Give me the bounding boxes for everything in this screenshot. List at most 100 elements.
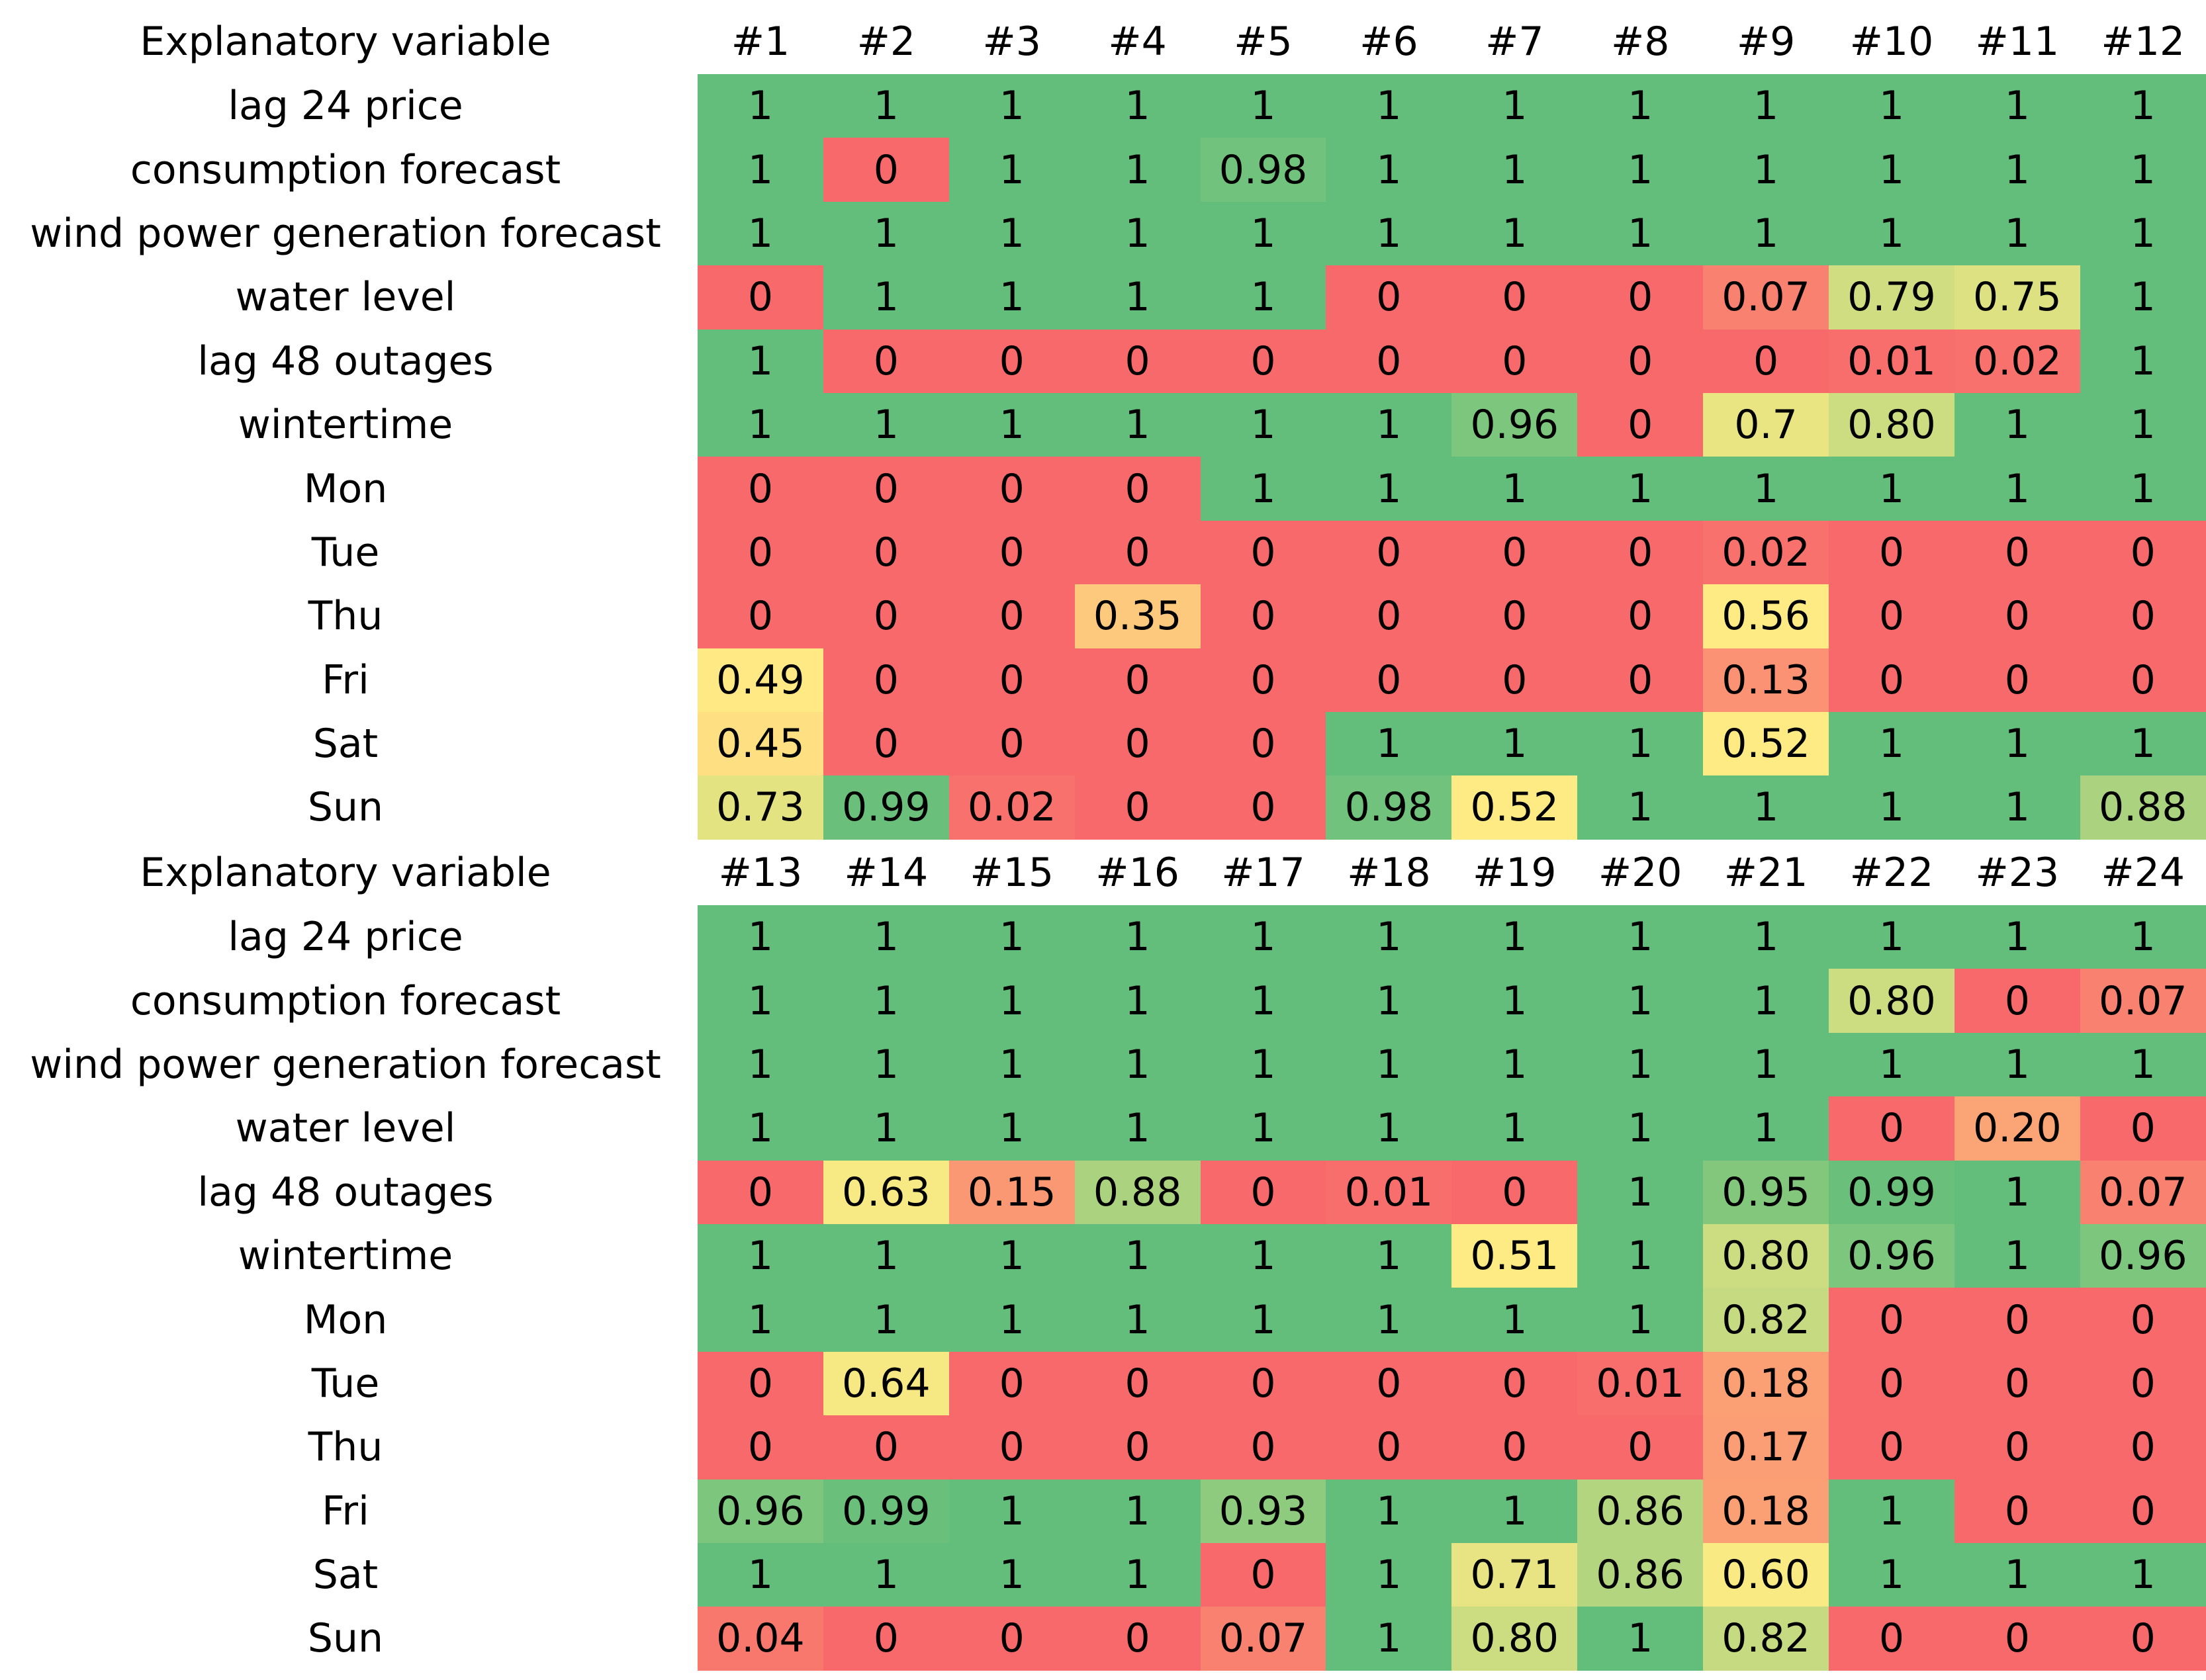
heatmap-cell: 0	[2080, 1479, 2206, 1543]
heatmap-cell: 0	[698, 265, 823, 330]
variable-row: wintertime 1 1 1 1 1 1 0.51 1 0.80 0.96 1 0.96	[0, 1223, 2206, 1288]
heatmap-cell: 1	[1954, 1160, 2080, 1224]
heatmap-cell: 0.96	[1829, 1223, 1954, 1288]
variable-row: Tue 0 0 0 0 0 0 0 0 0.02 0 0 0	[0, 520, 2206, 585]
heatmap-cell: 1	[1577, 1160, 1704, 1224]
heatmap-cell: 0.07	[2080, 969, 2206, 1033]
heatmap-cell: 0.93	[1200, 1479, 1326, 1543]
variable-row: Mon 1 1 1 1 1 1 1 1 0.82 0 0 0	[0, 1288, 2206, 1352]
heatmap-cell: 1	[1954, 201, 2080, 266]
heatmap-cell: 0	[2080, 648, 2206, 712]
hour-column-header: #16	[1095, 850, 1179, 896]
spacer	[691, 1161, 698, 1224]
variable-label: Fri	[322, 656, 369, 703]
heatmap-cell: 0.02	[1703, 520, 1829, 585]
heatmap-cell: 0	[1577, 1415, 1704, 1480]
heatmap-cell: 1	[1451, 138, 1578, 202]
heatmap-cell: 1	[1326, 74, 1452, 138]
heatmap-cell: 1	[1829, 775, 1954, 840]
heatmap-cell: 1	[2080, 138, 2206, 202]
heatmap-cell: 0.13	[1703, 648, 1829, 712]
heatmap-cell: 0	[698, 1160, 823, 1224]
heatmap-cell: 0.52	[1451, 775, 1578, 840]
heatmap-cell: 1	[1326, 1288, 1452, 1352]
heatmap-cell: 0	[1200, 520, 1326, 585]
variable-label: water level	[235, 1105, 456, 1152]
heatmap-cell: 0.75	[1954, 265, 2080, 330]
heatmap-cell: 1	[1577, 74, 1704, 138]
heatmap-cell: 1	[698, 969, 823, 1033]
spacer	[691, 1415, 698, 1479]
heatmap-cell: 0	[823, 329, 949, 393]
heatmap-cell: 1	[1074, 1223, 1201, 1288]
heatmap-cell: 0.80	[1829, 392, 1954, 457]
spacer	[691, 1352, 698, 1415]
hour-column-header: #4	[1108, 19, 1167, 65]
spacer	[691, 712, 698, 775]
heatmap-cell: 0	[1577, 648, 1704, 712]
variable-row: Tue 0 0.64 0 0 0 0 0 0.01 0.18 0 0 0	[0, 1351, 2206, 1416]
heatmap-cell: 0	[2080, 1415, 2206, 1480]
heatmap-cell: 0	[2080, 1096, 2206, 1161]
heatmap-cell: 1	[823, 265, 949, 330]
variable-label: consumption forecast	[130, 977, 561, 1024]
heatmap-cell: 1	[1326, 1223, 1452, 1288]
heatmap-cell: 1	[1577, 711, 1704, 776]
spacer	[691, 905, 698, 969]
heatmap-cell: 0.15	[948, 1160, 1075, 1224]
heatmap-cell: 1	[1577, 457, 1704, 521]
variable-label: Mon	[303, 465, 388, 512]
heatmap-cell: 1	[1954, 1223, 2080, 1288]
heatmap-cell: 1	[1200, 74, 1326, 138]
heatmap-cell: 0	[1451, 1351, 1578, 1416]
heatmap-cell: 1	[1577, 775, 1704, 840]
heatmap-cell: 1	[1703, 775, 1829, 840]
heatmap-cell: 1	[948, 1032, 1075, 1097]
spacer	[691, 648, 698, 712]
heatmap-cell: 1	[1326, 1479, 1452, 1543]
heatmap-cell: 1	[1954, 74, 2080, 138]
heatmap-cell: 1	[823, 905, 949, 969]
heatmap-cell: 0.80	[1703, 1223, 1829, 1288]
hour-column-header: #10	[1849, 19, 1934, 65]
heatmap-cell: 1	[1074, 201, 1201, 266]
heatmap-cell: 0	[1829, 1415, 1954, 1480]
spacer	[691, 9, 698, 74]
spacer	[691, 1288, 698, 1351]
heatmap-cell: 0	[823, 648, 949, 712]
hour-column-header: #5	[1234, 19, 1293, 65]
variable-row: Sun 0.73 0.99 0.02 0 0 0.98 0.52 1 1 1 1 0.88	[0, 775, 2206, 840]
heatmap-cell: 1	[948, 1479, 1075, 1543]
heatmap-cell: 1	[1954, 905, 2080, 969]
heatmap-cell: 1	[1829, 1032, 1954, 1097]
heatmap-cell: 0	[1954, 1351, 2080, 1416]
hour-column-header: #6	[1359, 19, 1418, 65]
heatmap-cell: 1	[1074, 392, 1201, 457]
heatmap-cell: 0	[823, 457, 949, 521]
heatmap-cell: 1	[1451, 1096, 1578, 1161]
heatmap-cell: 0	[698, 1351, 823, 1416]
heatmap-cell: 1	[948, 392, 1075, 457]
heatmap-cell: 1	[1829, 1479, 1954, 1543]
heatmap-cell: 0	[1200, 1415, 1326, 1480]
row-header-label: Explanatory variable	[140, 850, 551, 896]
variable-row: lag 48 outages 0 0.63 0.15 0.88 0 0.01 0 1 0.95 0.…	[0, 1160, 2206, 1224]
heatmap-cell: 1	[1326, 1032, 1452, 1097]
hour-column-header: #11	[1975, 19, 2060, 65]
heatmap-cell: 0	[823, 584, 949, 648]
heatmap-cell: 0	[1074, 1351, 1201, 1416]
heatmap-cell: 0	[1326, 329, 1452, 393]
heatmap-cell: 1	[948, 1096, 1075, 1161]
variable-label: water level	[235, 274, 456, 321]
variable-label: Sun	[307, 784, 384, 831]
variable-row: water level 1 1 1 1 1 1 1 1 1 0 0.20 0	[0, 1096, 2206, 1161]
heatmap-cell: 0	[1326, 1351, 1452, 1416]
hour-column-header: #14	[844, 850, 929, 896]
heatmap-cell: 1	[698, 1096, 823, 1161]
hour-column-header: #12	[2101, 19, 2185, 65]
heatmap-cell: 0	[1200, 329, 1326, 393]
heatmap-cell: 1	[1954, 457, 2080, 521]
spacer	[691, 775, 698, 839]
heatmap-cell: 1	[1200, 1288, 1326, 1352]
heatmap-cell: 0	[1074, 775, 1201, 840]
